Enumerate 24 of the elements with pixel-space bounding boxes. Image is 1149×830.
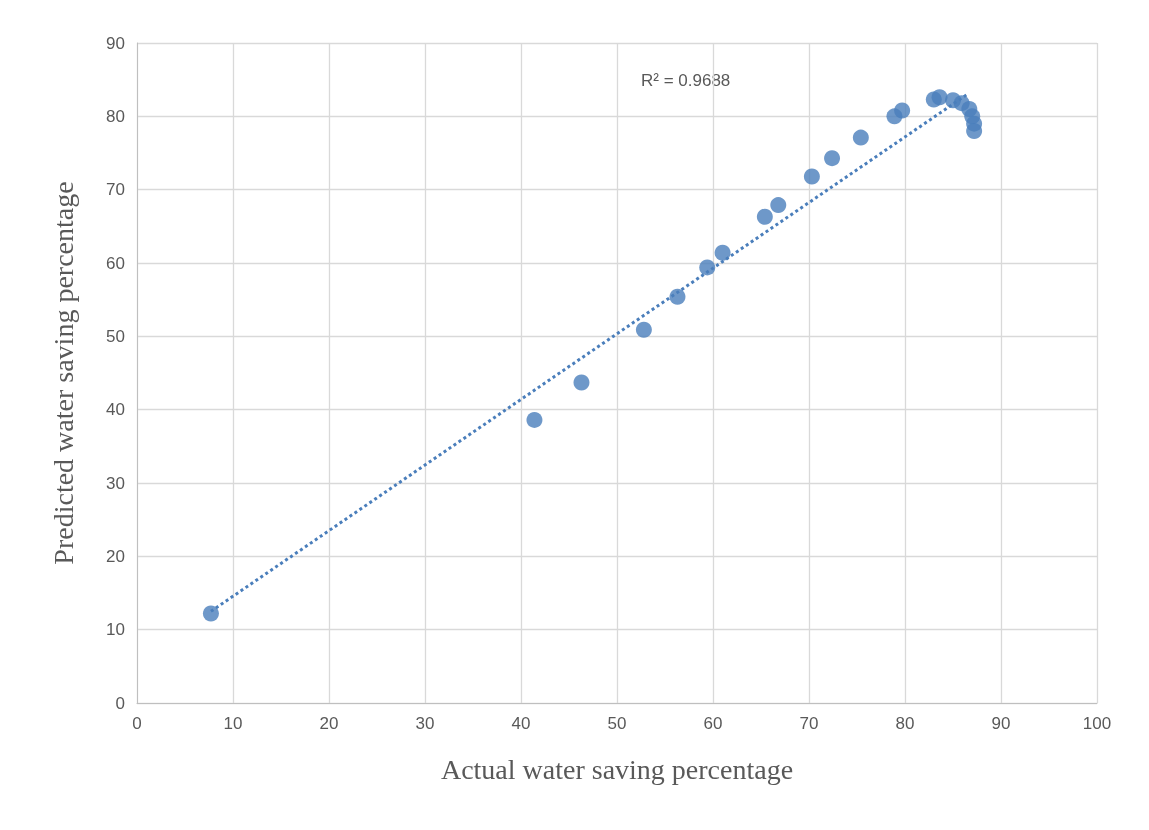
x-tick-label: 20 xyxy=(319,714,339,733)
y-tick-label: 30 xyxy=(106,473,125,493)
y-tick-label: 60 xyxy=(106,253,125,273)
x-tick-label: 60 xyxy=(703,714,723,733)
annotation: R² = 0.9688 xyxy=(641,71,731,90)
x-tick-label: 0 xyxy=(132,714,142,733)
y-tick-label: 50 xyxy=(106,326,125,346)
x-tick-label: 30 xyxy=(415,714,435,733)
x-tick-label: 80 xyxy=(895,714,915,733)
x-tick-label: 40 xyxy=(511,714,531,733)
x-tick-label: 10 xyxy=(223,714,243,733)
x-axis-title: Actual water saving percentage xyxy=(440,753,794,785)
y-tick-label: 10 xyxy=(106,620,125,640)
x-tick-label: 100 xyxy=(1082,714,1112,733)
y-tick-label: 90 xyxy=(106,33,125,53)
y-axis-title: Predicted water saving percentage xyxy=(47,181,79,565)
y-tick-label: 40 xyxy=(106,400,125,420)
y-tick-label: 80 xyxy=(106,106,125,126)
x-tick-label: 50 xyxy=(607,714,627,733)
x-tick-label: 90 xyxy=(991,714,1011,733)
x-tick-label: 70 xyxy=(799,714,819,733)
y-tick-label: 0 xyxy=(115,693,125,713)
y-tick-label: 70 xyxy=(106,180,125,200)
y-tick-label: 20 xyxy=(106,546,125,566)
